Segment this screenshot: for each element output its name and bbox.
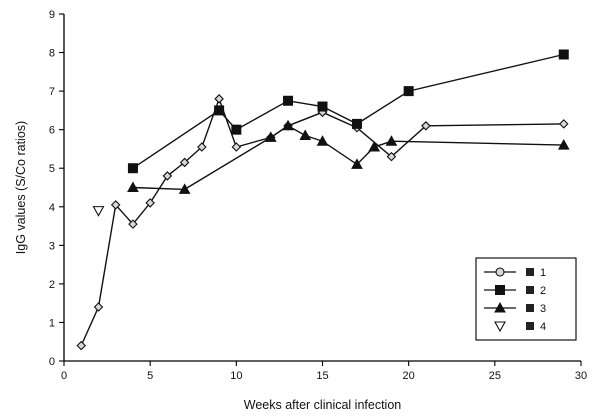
series-2	[127, 49, 569, 174]
data-point-series-1	[558, 119, 569, 129]
data-point-series-2	[127, 163, 138, 174]
legend-bullet	[526, 268, 534, 276]
data-point-series-3	[316, 135, 329, 146]
data-point-series-2	[317, 101, 328, 112]
x-tick-label: 0	[61, 370, 67, 382]
legend-item-3: 3	[484, 301, 546, 315]
legend-label: 4	[540, 321, 546, 333]
plot-area: 0 1 2 3 4 5 6 7 8 9 0 5 10 15 20 25 30	[49, 9, 587, 382]
x-tick-label: 15	[316, 370, 328, 382]
data-point-series-1	[93, 302, 104, 312]
data-point-series-3	[282, 119, 294, 131]
data-point-series-1	[110, 200, 121, 210]
data-point-series-1	[128, 219, 138, 229]
y-tick-label: 3	[49, 240, 55, 252]
series-layer	[76, 49, 570, 351]
data-point-series-3	[351, 158, 363, 169]
data-point-series-2	[231, 124, 242, 135]
legend: 1 2 3 4	[475, 257, 577, 341]
legend-item-1: 1	[484, 267, 546, 279]
data-point-series-3	[557, 139, 570, 150]
data-point-series-2	[558, 49, 569, 60]
data-point-series-4	[92, 206, 105, 217]
data-point-series-3	[178, 183, 191, 194]
data-point-series-1	[231, 142, 242, 152]
y-axis-title: IgG values (S/Co ratios)	[14, 121, 28, 254]
data-point-series-2	[403, 86, 414, 97]
data-point-series-1	[162, 171, 173, 181]
data-point-series-2	[214, 105, 225, 116]
legend-marker	[494, 301, 506, 313]
y-tick-label: 9	[49, 9, 55, 21]
x-axis-title: Weeks after clinical infection	[244, 398, 402, 412]
legend-item-2: 2	[484, 285, 546, 297]
data-point-series-2	[351, 118, 362, 129]
data-point-series-3	[368, 140, 381, 152]
y-tick-label: 6	[49, 125, 55, 137]
data-point-series-2	[283, 95, 294, 106]
legend-bullet	[526, 286, 534, 294]
data-point-series-3	[299, 129, 312, 140]
y-tick-label: 5	[49, 163, 55, 175]
series-3	[127, 119, 570, 194]
legend-bullet	[526, 322, 534, 330]
data-point-series-1	[197, 142, 207, 152]
legend-marker	[495, 285, 505, 295]
x-tick-label: 10	[230, 370, 242, 382]
y-tick-label: 1	[49, 317, 55, 329]
legend-item-4: 4	[494, 321, 546, 333]
data-point-series-3	[127, 181, 139, 192]
x-tick-label: 20	[403, 370, 415, 382]
legend-marker	[494, 321, 506, 333]
data-point-series-1	[145, 198, 155, 208]
legend-label: 2	[540, 285, 546, 297]
data-point-series-1	[214, 94, 224, 104]
series-4	[92, 206, 105, 217]
y-tick-label: 0	[49, 356, 55, 368]
data-point-series-1	[179, 157, 190, 168]
series-line-3	[132, 124, 564, 191]
y-tick-label: 7	[49, 86, 55, 98]
legend-bullet	[526, 304, 534, 312]
data-point-series-1	[421, 121, 431, 131]
data-point-series-1	[76, 340, 87, 351]
data-point-series-3	[264, 131, 277, 142]
y-tick-label: 8	[49, 48, 55, 60]
x-tick-label: 25	[489, 370, 501, 382]
legend-label: 3	[540, 303, 546, 315]
y-tick-label: 2	[49, 279, 55, 291]
data-point-series-1	[386, 151, 397, 162]
legend-marker	[495, 267, 505, 277]
x-tick-label: 5	[147, 370, 153, 382]
y-tick-label: 4	[49, 202, 55, 214]
data-point-series-3	[385, 135, 398, 146]
x-tick-label: 30	[575, 370, 587, 382]
legend-label: 1	[540, 267, 546, 279]
